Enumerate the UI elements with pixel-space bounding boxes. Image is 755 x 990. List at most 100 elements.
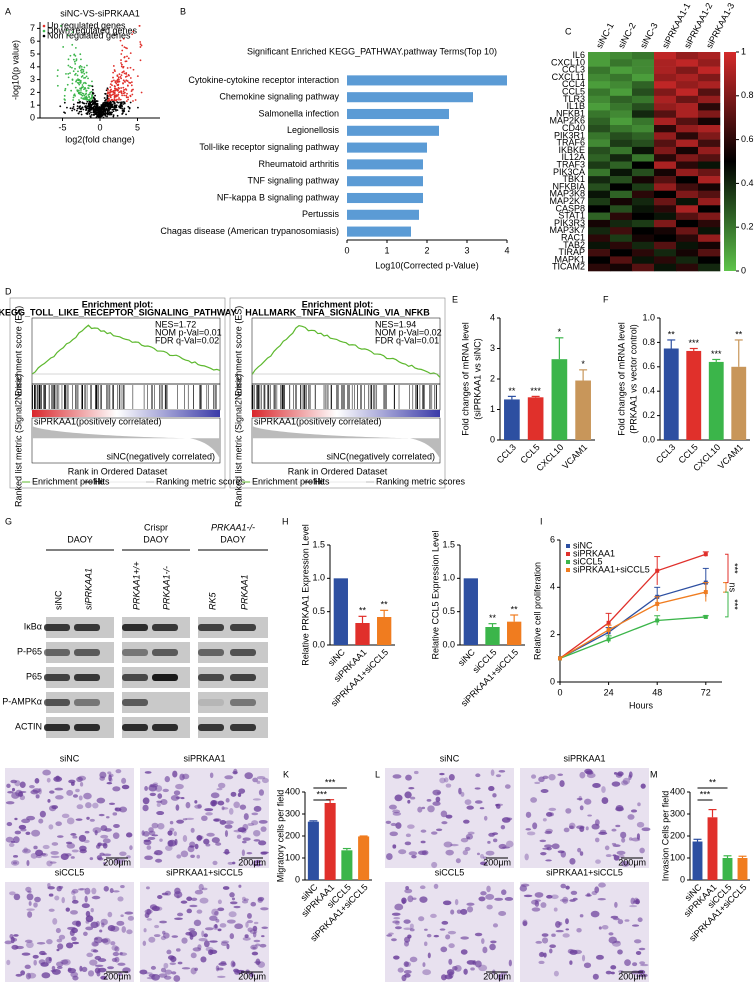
background-point bbox=[111, 98, 113, 101]
cell-blob bbox=[594, 819, 600, 826]
cell-blob bbox=[244, 934, 249, 938]
cell-blob bbox=[620, 831, 627, 839]
positive-label: siPRKAA1(positively correlated) bbox=[34, 416, 162, 426]
row-label: TRAF6 bbox=[556, 138, 585, 148]
panel-letter: E bbox=[452, 294, 458, 304]
background-point bbox=[72, 106, 75, 108]
cell-blob bbox=[106, 816, 110, 819]
cell-blob bbox=[86, 816, 90, 820]
cell-blob bbox=[167, 830, 173, 836]
cell-blob bbox=[460, 791, 465, 797]
cell-blob bbox=[206, 832, 215, 837]
cell-blob bbox=[209, 772, 214, 779]
band bbox=[230, 624, 256, 631]
cell-blob bbox=[253, 921, 259, 925]
cell-blob bbox=[56, 948, 60, 952]
cell-blob bbox=[165, 845, 173, 852]
cell-blob bbox=[454, 899, 459, 906]
y-tick-label: 0 bbox=[680, 874, 685, 884]
heatmap-cell bbox=[588, 154, 611, 162]
background-point bbox=[113, 92, 116, 94]
cell-blob bbox=[585, 894, 592, 897]
heatmap-cell bbox=[632, 73, 655, 82]
cell-blob bbox=[38, 818, 44, 824]
micrograph bbox=[140, 882, 269, 982]
bar bbox=[507, 621, 522, 645]
heatmap-cell bbox=[588, 212, 611, 221]
heatmap-cell bbox=[698, 168, 721, 177]
heatmap-cell bbox=[610, 212, 633, 221]
cell-blob bbox=[114, 857, 120, 865]
cell-blob bbox=[91, 941, 99, 947]
heatmap-cell bbox=[698, 219, 721, 228]
heatmap-cell bbox=[610, 161, 633, 170]
cell-blob bbox=[252, 931, 257, 938]
heatmap-cell bbox=[698, 198, 721, 206]
cell-blob bbox=[573, 949, 583, 955]
cell-blob bbox=[154, 785, 163, 792]
cell-blob bbox=[496, 974, 505, 981]
cell-blob bbox=[186, 908, 192, 914]
background-point bbox=[75, 109, 78, 112]
bar bbox=[722, 858, 733, 880]
heatmap-cell bbox=[698, 117, 721, 126]
cell-blob bbox=[169, 962, 176, 966]
background-point bbox=[84, 105, 87, 108]
cell-blob bbox=[208, 949, 214, 956]
cell-blob bbox=[154, 924, 160, 929]
cell-blob bbox=[404, 888, 413, 894]
cell-blob bbox=[189, 904, 198, 908]
band bbox=[152, 624, 178, 631]
scale-bar-label: 200μm bbox=[238, 971, 266, 981]
y-tick-label: 200 bbox=[285, 830, 300, 840]
band bbox=[152, 674, 178, 681]
cell-blob bbox=[23, 847, 28, 853]
cell-blob bbox=[210, 792, 220, 799]
background-point bbox=[106, 109, 109, 112]
rank-gradient bbox=[32, 410, 220, 417]
cell-blob bbox=[188, 930, 198, 938]
row-label: IL6 bbox=[572, 50, 585, 60]
cell-blob bbox=[224, 824, 233, 829]
background-point bbox=[78, 83, 81, 86]
cell-blob bbox=[482, 946, 488, 954]
row-label: CASP8 bbox=[555, 203, 585, 213]
cell-blob bbox=[21, 952, 31, 956]
cell-blob bbox=[116, 920, 125, 926]
heatmap-cell bbox=[676, 190, 699, 199]
heatmap-cell bbox=[610, 190, 633, 199]
background-point bbox=[116, 101, 118, 103]
background-point bbox=[66, 83, 69, 86]
cell-blob bbox=[639, 847, 645, 854]
background-point bbox=[109, 112, 112, 115]
cell-blob bbox=[90, 921, 99, 929]
micrograph bbox=[520, 768, 649, 868]
lane-label: PRKAA1 bbox=[239, 574, 249, 610]
heatmap-cell bbox=[654, 249, 677, 257]
heatmap-cell bbox=[698, 154, 721, 162]
heatmap-cell bbox=[610, 73, 633, 82]
cell-blob bbox=[615, 806, 624, 812]
cell-blob bbox=[460, 908, 468, 915]
cell-blob bbox=[255, 958, 261, 966]
heatmap-cell bbox=[632, 95, 655, 104]
cell-blob bbox=[394, 794, 403, 802]
cell-blob bbox=[28, 901, 32, 906]
background-point bbox=[123, 72, 126, 75]
heatmap-cell bbox=[632, 52, 655, 60]
cell-blob bbox=[261, 926, 269, 929]
cell-blob bbox=[57, 943, 64, 950]
background-point bbox=[81, 84, 84, 86]
cell-blob bbox=[260, 907, 269, 911]
cell-blob bbox=[488, 785, 495, 792]
cell-blob bbox=[91, 895, 101, 900]
hits-frame bbox=[31, 383, 221, 411]
cell-blob bbox=[635, 974, 645, 978]
row-label: CD40 bbox=[562, 123, 585, 133]
background-point bbox=[125, 96, 128, 99]
cell-blob bbox=[419, 885, 426, 890]
cell-blob bbox=[612, 940, 621, 947]
cell-blob bbox=[504, 897, 514, 901]
cell-blob bbox=[120, 914, 124, 918]
cell-blob bbox=[404, 841, 412, 846]
